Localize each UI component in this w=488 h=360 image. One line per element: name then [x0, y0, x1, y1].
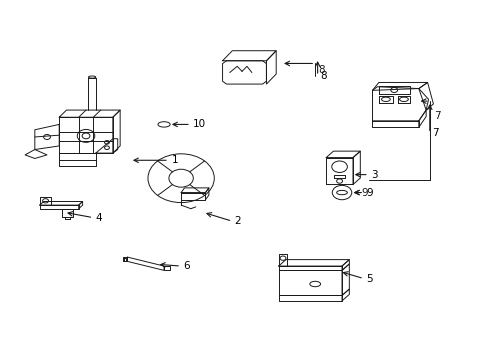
Text: 8: 8: [318, 64, 325, 75]
Text: 9: 9: [361, 188, 367, 198]
Text: 2: 2: [234, 216, 241, 226]
Text: 7: 7: [433, 111, 439, 121]
Text: 6: 6: [183, 261, 190, 271]
Text: 1: 1: [171, 155, 178, 165]
Text: 7: 7: [431, 129, 438, 138]
Text: 3: 3: [370, 170, 377, 180]
Text: 5: 5: [366, 274, 372, 284]
Text: 9: 9: [366, 188, 372, 198]
Text: 8: 8: [320, 71, 326, 81]
Text: 10: 10: [193, 120, 206, 129]
Text: 4: 4: [96, 213, 102, 222]
